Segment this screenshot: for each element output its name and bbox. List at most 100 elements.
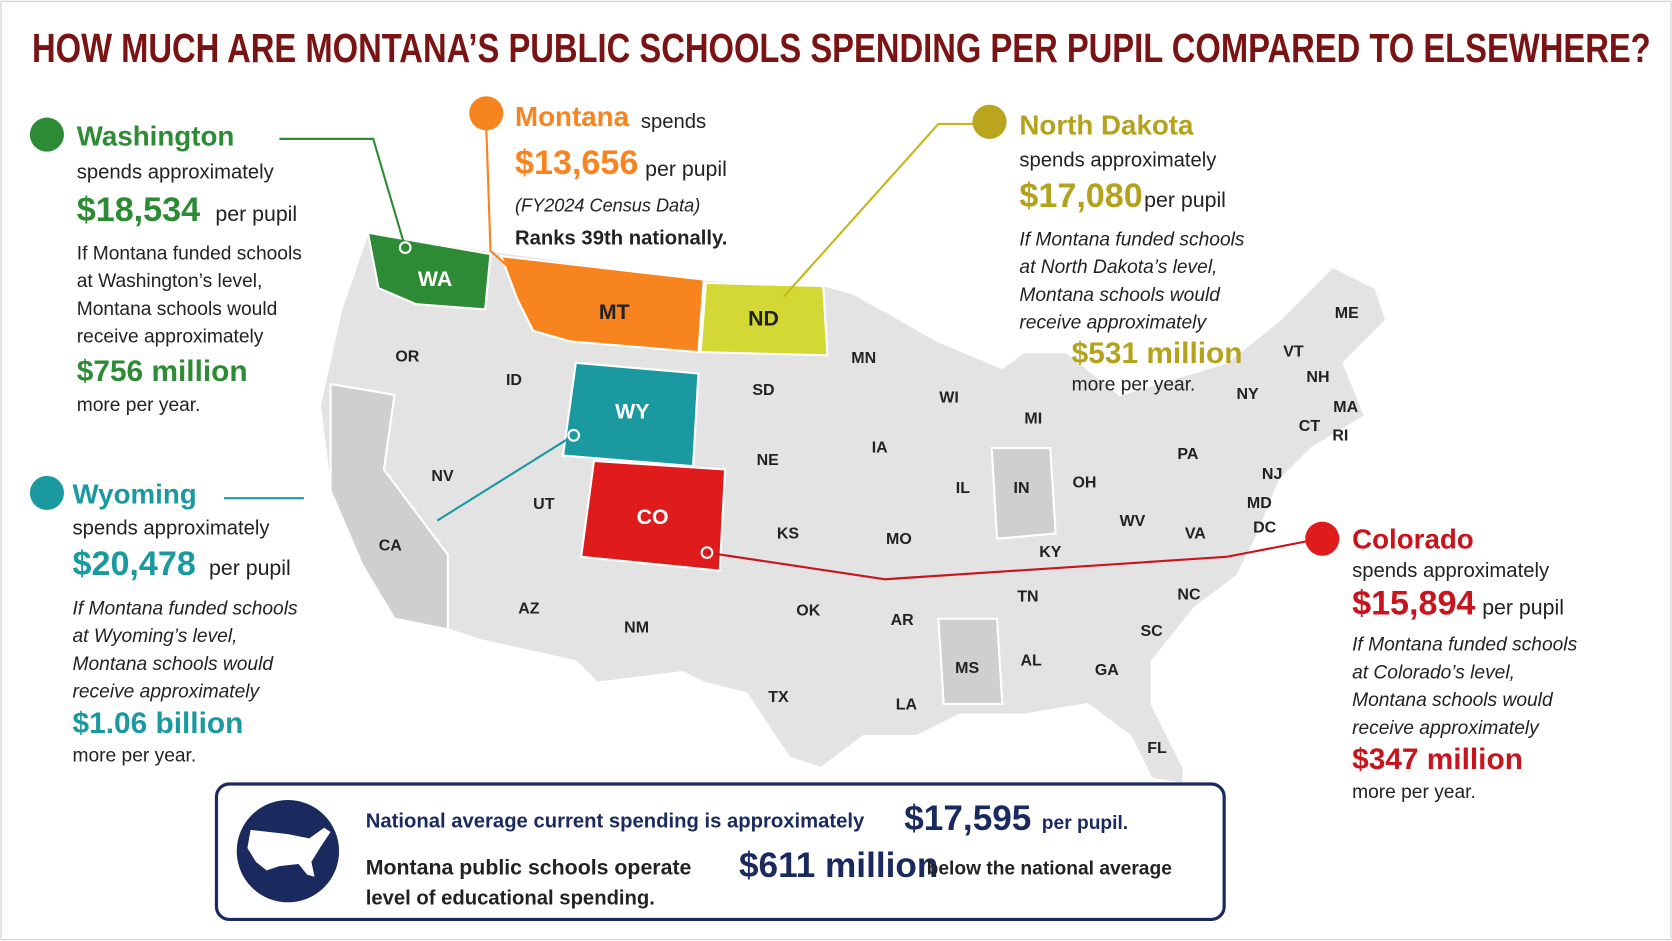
note-line: at Washington’s level,: [77, 271, 263, 292]
total: $347 million: [1352, 743, 1523, 776]
unit: per pupil: [215, 202, 297, 226]
state-label: AL: [1020, 653, 1042, 670]
unit: per pupil: [209, 556, 291, 580]
state-label: MN: [851, 350, 876, 367]
state-labels: WA OR ID MT ND SD WY NV UT CO CA AZ NM NE KS OK TX MN IA MO…: [379, 267, 1359, 757]
lead-text: spends: [641, 111, 706, 133]
lead-text: spends approximately: [1352, 560, 1550, 582]
lead-text: spends approximately: [1019, 150, 1217, 172]
state-label: ME: [1335, 305, 1359, 322]
note-line: If Montana funded schools: [77, 243, 302, 264]
callout-dot: [29, 475, 64, 510]
state-label: CT: [1299, 418, 1321, 435]
unit: per pupil: [1482, 595, 1564, 619]
leader-wa: [279, 137, 407, 248]
lead-text: spends approximately: [73, 517, 271, 539]
note-line: at Wyoming’s level,: [73, 626, 238, 647]
state-name: Montana: [515, 101, 630, 132]
state-label: NV: [431, 468, 454, 485]
note-line: Montana schools would: [73, 654, 275, 675]
note-line: Montana schools would: [1019, 285, 1221, 306]
state-label: ID: [506, 372, 522, 389]
state-label: DC: [1253, 519, 1277, 536]
state-label: NH: [1306, 369, 1329, 386]
state-label: AR: [891, 612, 915, 629]
state-label: KY: [1039, 544, 1062, 561]
state-label: WY: [615, 399, 649, 423]
callout-dot: [1305, 521, 1340, 556]
title: HOW MUCH ARE MONTANA’S PUBLIC SCHOOLS SP…: [32, 25, 1651, 71]
total: $1.06 billion: [73, 707, 244, 740]
note-line: at Colorado’s level,: [1352, 662, 1515, 683]
national-unit: per pupil.: [1042, 813, 1128, 834]
state-label: UT: [533, 496, 555, 513]
note-line: receive approximately: [1352, 718, 1540, 739]
state-label: IL: [956, 480, 970, 497]
state-label: OR: [395, 349, 419, 366]
note-line: Montana schools would: [1352, 690, 1554, 711]
note-line: receive approximately: [77, 327, 264, 348]
callout-dot: [972, 104, 1007, 139]
amount: $17,080: [1019, 177, 1142, 215]
state-wa: [366, 231, 492, 311]
note-line: Montana schools would: [77, 299, 278, 320]
state-label: NY: [1236, 386, 1259, 403]
note-line: receive approximately: [73, 682, 261, 703]
state-name: Washington: [77, 120, 235, 151]
state-label: SD: [752, 382, 774, 399]
state-label: CO: [637, 505, 669, 529]
state-shape: [937, 617, 1004, 706]
national-amount: $611 million: [739, 846, 938, 885]
pin: [700, 546, 714, 560]
state-label: FL: [1147, 740, 1167, 757]
state-label: NM: [624, 620, 649, 637]
leader-wy-map: [436, 434, 575, 522]
unit: per pupil: [1144, 188, 1226, 212]
state-label: IA: [872, 439, 888, 456]
tail-text: more per year.: [1072, 375, 1196, 396]
state-label: OK: [796, 603, 820, 620]
state-label: TN: [1017, 589, 1038, 606]
state-label: MD: [1247, 495, 1272, 512]
source: (FY2024 Census Data): [515, 195, 700, 215]
state-label: SC: [1141, 623, 1164, 640]
state-label: NJ: [1262, 466, 1282, 483]
state-label: LA: [896, 696, 918, 713]
amount: $13,656: [515, 144, 638, 182]
state-label: MA: [1333, 399, 1358, 416]
state-label: NE: [757, 452, 780, 469]
state-label: MO: [886, 531, 912, 548]
national-text: below the national average: [927, 859, 1173, 880]
state-label: MS: [955, 660, 979, 677]
total: $756 million: [77, 355, 248, 388]
state-shape: [329, 382, 449, 631]
callout-dot: [29, 117, 64, 152]
pin: [398, 241, 412, 255]
state-name: Wyoming: [73, 479, 197, 510]
state-label: WV: [1120, 513, 1146, 530]
state-label: CA: [379, 537, 403, 554]
state-wy: [561, 361, 700, 468]
state-shape: [990, 447, 1057, 540]
total: $531 million: [1072, 337, 1243, 370]
note-line: at North Dakota’s level,: [1019, 257, 1217, 278]
national-text: Montana public schools operate: [366, 856, 692, 880]
national-amount: $17,595: [904, 799, 1031, 838]
us-icon-shape: [247, 827, 331, 877]
state-nd: [699, 281, 829, 357]
amount: $15,894: [1352, 584, 1475, 622]
amount: $20,478: [73, 545, 196, 583]
state-label: GA: [1095, 662, 1119, 679]
callout-dot: [469, 96, 504, 131]
national-box: National average current spending is app…: [214, 782, 1226, 922]
leader-co: [706, 537, 1321, 581]
tail-text: more per year.: [1352, 782, 1476, 803]
state-label: VA: [1185, 526, 1206, 543]
callouts: Washington spends approximately $18,534 per…: [29, 96, 1578, 803]
state-label: KS: [777, 526, 800, 543]
note-line: If Montana funded schools: [73, 598, 298, 619]
state-label: WA: [418, 267, 452, 291]
box: [214, 782, 1226, 922]
